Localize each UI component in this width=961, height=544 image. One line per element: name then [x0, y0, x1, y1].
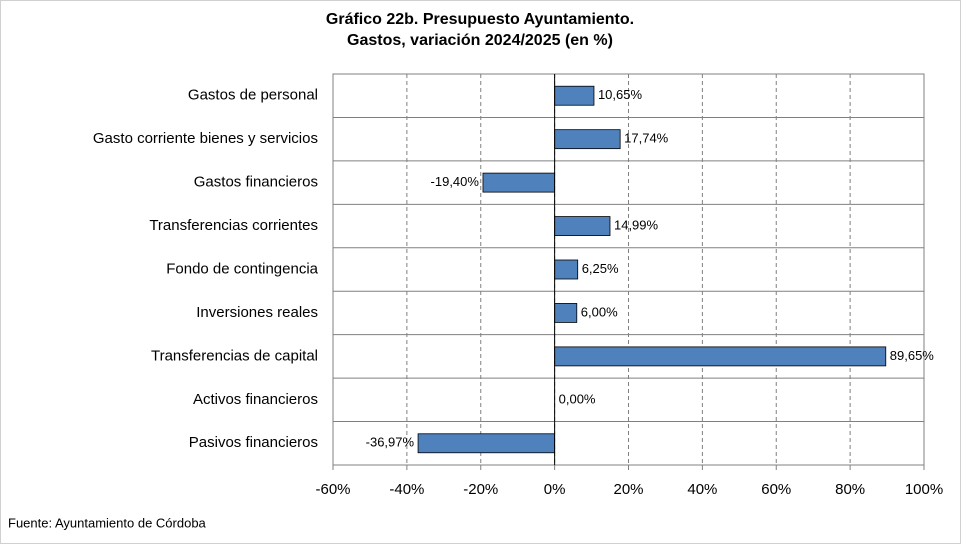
x-tick-label: -40%: [389, 481, 424, 498]
bar: [554, 259, 579, 280]
value-label: 0,00%: [559, 391, 596, 406]
value-label: 10,65%: [598, 87, 643, 102]
bar: [554, 129, 621, 150]
value-label: 6,00%: [581, 304, 618, 319]
bar: [554, 216, 611, 236]
category-label: Gasto corriente bienes y servicios: [93, 130, 318, 147]
category-label: Fondo de contingencia: [166, 260, 318, 277]
value-label: 6,25%: [582, 261, 619, 276]
category-label: Inversiones reales: [196, 304, 318, 321]
chart-subtitle: Gastos, variación 2024/2025 (en %): [347, 32, 613, 49]
chart-title: Gráfico 22b. Presupuesto Ayuntamiento.: [326, 11, 634, 28]
x-tick-label: 0%: [544, 481, 566, 498]
value-label: 89,65%: [890, 348, 935, 363]
category-label: Transferencias corrientes: [149, 217, 318, 234]
value-label: 17,74%: [624, 131, 669, 146]
x-tick-label: -20%: [463, 481, 498, 498]
category-label: Gastos de personal: [188, 87, 318, 104]
bar: [482, 172, 556, 193]
x-tick-label: 20%: [613, 481, 643, 498]
x-tick-label: 100%: [905, 481, 943, 498]
x-tick-label: 40%: [687, 481, 717, 498]
bar: [554, 85, 595, 106]
value-label: -36,97%: [366, 435, 415, 450]
category-label: Pasivos financieros: [189, 434, 318, 451]
value-label: 14,99%: [614, 217, 659, 232]
bar: [554, 346, 887, 367]
x-tick-label: 60%: [761, 481, 791, 498]
bar: [417, 433, 556, 454]
bar: [554, 303, 578, 323]
x-tick-label: -60%: [315, 481, 350, 498]
category-label: Gastos financieros: [194, 174, 318, 191]
x-tick-label: 80%: [835, 481, 865, 498]
category-label: Activos financieros: [193, 391, 318, 408]
source-note: Fuente: Ayuntamiento de Córdoba: [8, 515, 207, 530]
value-label: -19,40%: [431, 174, 480, 189]
category-label: Transferencias de capital: [151, 347, 318, 364]
